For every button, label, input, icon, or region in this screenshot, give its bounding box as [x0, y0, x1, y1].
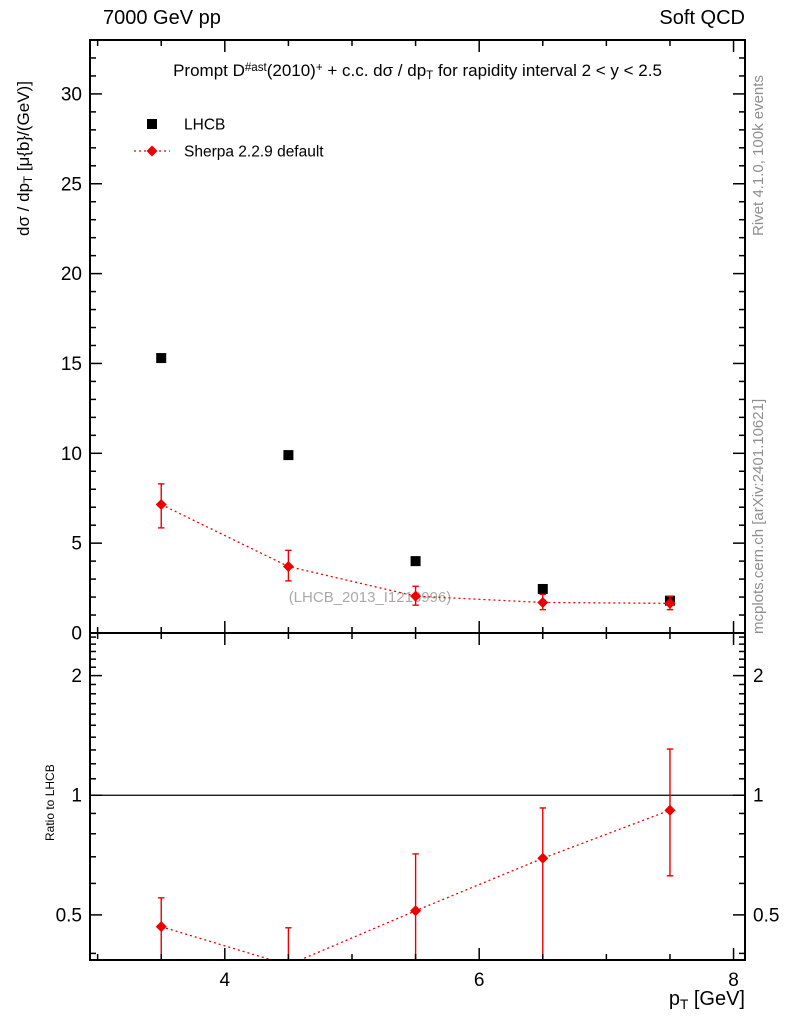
sherpa-marker: [537, 596, 549, 608]
text-segment: T: [23, 175, 36, 183]
sherpa-line: [160, 503, 670, 604]
text-segment: Prompt D: [173, 61, 245, 80]
mcplots-arxiv-note: mcplots.cern.ch [arXiv:2401.10621]: [750, 398, 767, 634]
plot-title: Prompt D#ast(2010)+ + c.c. dσ / dpT for …: [90, 61, 745, 83]
ratio-tick-label: 2: [71, 666, 82, 687]
text-segment: [GeV]: [688, 988, 745, 1010]
text-segment: dσ / dp: [14, 182, 33, 236]
sherpa-marker: [282, 561, 294, 573]
text-segment: T: [679, 996, 689, 1012]
ratio-marker: [537, 852, 549, 864]
text-segment: for rapidity interval 2 < y < 2.5: [433, 61, 662, 80]
ratio-panel-data: [155, 748, 676, 960]
sherpa-marker: [155, 499, 167, 511]
lhcb-marker: [156, 353, 167, 364]
legend-marker-square: [147, 119, 157, 129]
ratio-tick-label: 1: [71, 786, 82, 807]
sherpa-marker: [410, 590, 422, 602]
rivet-version-note: Rivet 4.1.0, 100k events: [750, 75, 767, 236]
ratio-tick-label: 0.5: [753, 905, 779, 926]
y-tick-label: 10: [61, 444, 82, 465]
text-segment: T: [426, 70, 434, 83]
y-tick-label: 25: [61, 174, 82, 195]
lhcb-marker: [537, 583, 548, 594]
sherpa-marker: [664, 597, 676, 609]
y-axis-label: dσ / dpT [μ{b}/(GeV)]: [14, 81, 36, 236]
ratio-marker: [155, 921, 167, 933]
ratio-marker: [287, 959, 289, 960]
lhcb-marker: [410, 556, 421, 567]
text-segment: +: [315, 61, 323, 74]
x-tick-label: 8: [728, 970, 739, 991]
ratio-tick-label: 1: [753, 786, 764, 807]
legend-marker-diamond: [146, 145, 158, 157]
ratio-marker: [410, 905, 422, 917]
y-tick-label: 0: [71, 624, 82, 645]
x-axis-label: pT [GeV]: [668, 988, 745, 1012]
legend-label: Sherpa 2.2.9 default: [184, 144, 324, 161]
y-tick-label: 15: [61, 354, 82, 375]
process-group-label: Soft QCD: [659, 7, 745, 29]
lhcb-marker: [283, 450, 294, 461]
y-tick-label: 30: [61, 84, 82, 105]
main-panel-data: [155, 353, 676, 611]
watermark: (LHCB_2013_I1218996): [288, 589, 452, 606]
x-tick-label: 6: [474, 970, 485, 991]
ratio-tick-label: 0.5: [56, 905, 82, 926]
y-tick-label: 20: [61, 264, 82, 285]
text-segment: p: [668, 988, 680, 1010]
legend-label: LHCB: [184, 117, 225, 134]
ratio-axis-label: Ratio to LHCB: [43, 764, 57, 841]
x-tick-label: 4: [220, 970, 231, 991]
ratio-tick-label: 2: [753, 666, 764, 687]
y-tick-label: 5: [71, 534, 82, 555]
text-segment: (2010): [266, 61, 316, 80]
text-segment: [μ{b}/(GeV)]: [14, 81, 33, 176]
beam-energy-label: 7000 GeV pp: [103, 7, 221, 29]
text-segment: #ast: [244, 61, 267, 74]
ratio-panel-frame: [89, 632, 746, 961]
text-segment: + c.c. dσ / dp: [322, 61, 427, 80]
ratio-marker: [664, 804, 676, 816]
